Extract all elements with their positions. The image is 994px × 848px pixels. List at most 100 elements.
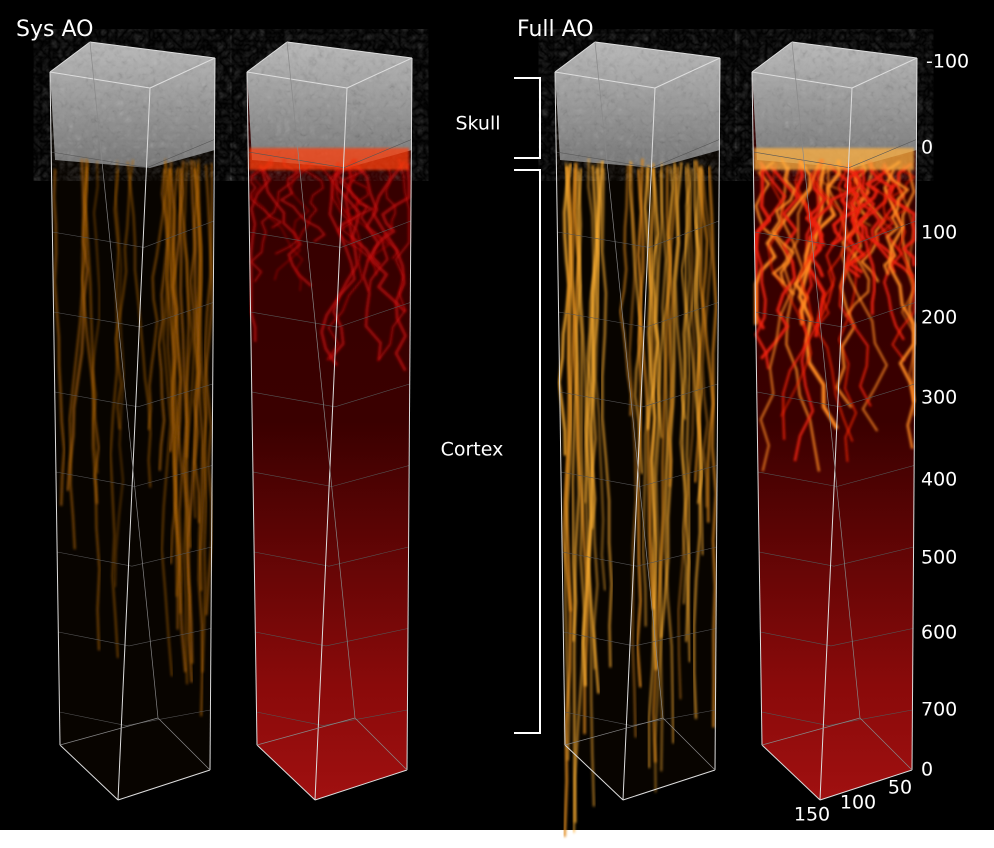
vessel [830, 163, 889, 247]
edge [622, 87, 656, 801]
grid [556, 139, 720, 169]
vessel [771, 157, 796, 285]
edge [554, 71, 566, 746]
vessel [688, 168, 704, 556]
edge [117, 769, 211, 801]
vessel [126, 161, 152, 488]
vessel [250, 159, 284, 229]
vessel [52, 168, 66, 506]
vessel [83, 160, 101, 651]
depth-label: 200 [921, 307, 957, 329]
grid [756, 383, 915, 408]
vessel [147, 168, 171, 430]
edge [791, 41, 861, 719]
vessel [573, 163, 589, 734]
vessel [334, 162, 407, 313]
edge [286, 41, 356, 719]
depth-label: -100 [926, 51, 969, 73]
vessel [557, 163, 572, 456]
vessel [883, 160, 910, 276]
vessel [699, 165, 715, 523]
vessel [336, 164, 376, 232]
grid [755, 302, 916, 328]
edge [819, 769, 913, 801]
edge [209, 57, 216, 771]
grid [557, 220, 719, 248]
edge [246, 71, 348, 89]
vessel [680, 163, 691, 420]
edge [246, 71, 258, 746]
vessel [164, 162, 182, 597]
edge [256, 744, 316, 801]
depth-label: 0 [921, 137, 933, 159]
grid [564, 709, 716, 726]
volumes [49, 41, 918, 837]
vessel [643, 165, 658, 671]
edge [751, 71, 763, 746]
edge [622, 769, 716, 801]
grid [53, 302, 214, 328]
vessel [114, 159, 134, 430]
vessel [274, 165, 325, 255]
edge [662, 717, 716, 771]
edge [354, 717, 408, 771]
grid [255, 628, 408, 647]
grid [759, 546, 914, 567]
vessel [667, 166, 679, 487]
vessel [562, 168, 576, 612]
volume [554, 41, 721, 837]
edge [49, 41, 91, 73]
vessel [584, 165, 600, 694]
vessel [797, 165, 839, 430]
depth-label: 600 [921, 622, 957, 644]
vessel [109, 168, 120, 658]
depth-label: 100 [921, 222, 957, 244]
grid [753, 139, 917, 169]
vessel [648, 169, 663, 769]
edge [59, 744, 119, 801]
vessel [646, 168, 660, 430]
vessel [843, 160, 895, 269]
vessel [652, 165, 671, 763]
depth-axis: -100 0 100 200 300 400 500 600 700 0 150 100 50 [794, 51, 969, 826]
vessel [350, 158, 382, 360]
grid [559, 383, 718, 408]
edge [751, 41, 793, 73]
vessel [677, 168, 696, 700]
vessel [659, 162, 676, 772]
vessel [573, 169, 586, 833]
vessel [794, 158, 854, 442]
vessel [694, 160, 709, 483]
vessel [681, 168, 693, 605]
volume [49, 41, 216, 801]
grid [250, 302, 411, 328]
vessel [260, 159, 313, 288]
vessel [628, 162, 637, 738]
panel-label: Full AO [517, 17, 594, 42]
vessel [563, 166, 573, 837]
vessel [782, 162, 851, 440]
edge [286, 41, 413, 59]
grid [562, 546, 717, 567]
edge [714, 57, 721, 771]
edge [59, 717, 159, 746]
grid [256, 709, 408, 726]
grid [54, 383, 213, 408]
lateral-label: 100 [840, 792, 876, 814]
edge [594, 41, 721, 59]
vessel [68, 158, 88, 550]
edge [564, 744, 624, 801]
skull-texture [50, 42, 215, 168]
vessel [652, 162, 663, 793]
edge [117, 87, 151, 801]
grid [248, 139, 412, 169]
grid [754, 220, 916, 248]
vessel [883, 168, 916, 403]
grid [254, 546, 409, 567]
vessel [186, 159, 202, 664]
vessel [376, 157, 410, 362]
grid [251, 383, 410, 408]
vessel [176, 167, 192, 549]
edge [406, 57, 413, 771]
